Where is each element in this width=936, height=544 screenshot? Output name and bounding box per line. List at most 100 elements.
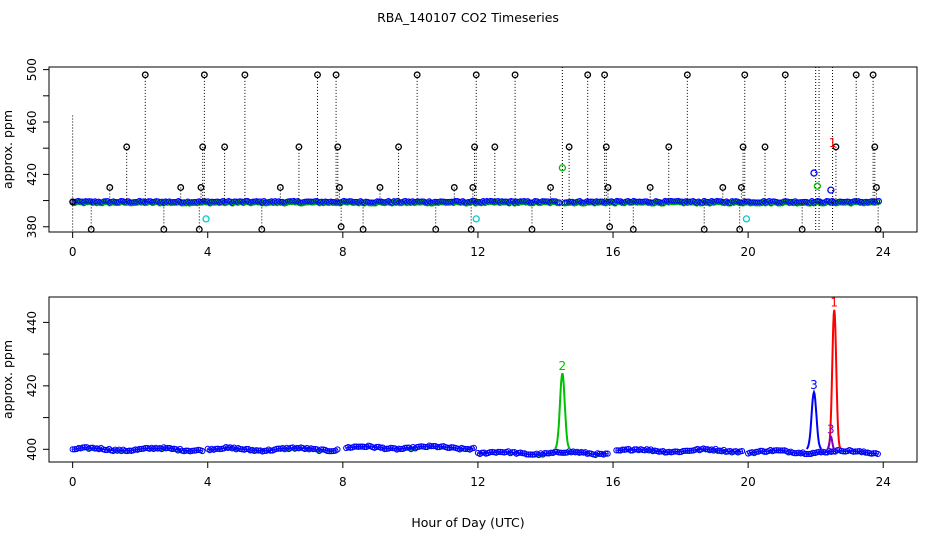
data-point <box>761 143 769 151</box>
baseline-point <box>383 445 390 452</box>
baseline-point <box>757 447 764 454</box>
peak-label: 1 <box>830 296 838 310</box>
baseline-point <box>486 449 494 456</box>
baseline-point <box>850 448 857 455</box>
data-point <box>160 225 168 233</box>
data-point <box>601 71 609 79</box>
baseline-point <box>761 448 768 455</box>
baseline-point <box>738 447 746 455</box>
baseline-point <box>627 447 634 454</box>
baseline-point <box>87 444 94 451</box>
peak-red: 1 <box>827 296 842 449</box>
baseline-segment <box>474 448 611 459</box>
data-point <box>471 143 479 151</box>
x-tick-label: 16 <box>605 245 620 259</box>
baseline-point <box>243 445 250 453</box>
baseline-point <box>81 444 88 451</box>
baseline-point <box>261 447 268 454</box>
baseline-point <box>801 450 808 458</box>
peak-line <box>805 388 823 450</box>
baseline-point <box>142 444 149 452</box>
baseline-point <box>497 448 504 456</box>
y-axis: 400 420 440 <box>25 311 49 461</box>
baseline-point <box>519 450 526 457</box>
baseline-point <box>779 447 786 454</box>
baseline-point <box>604 450 611 457</box>
baseline-point <box>212 445 219 452</box>
baseline-point-blue <box>875 197 882 205</box>
baseline-point <box>561 449 569 456</box>
data-point <box>873 184 880 191</box>
peak-green: 2 <box>554 359 571 450</box>
data-point <box>376 184 384 191</box>
series-blue <box>810 169 835 194</box>
data-point <box>827 186 835 194</box>
data-point <box>781 71 789 79</box>
data-point <box>511 71 519 79</box>
baseline-point <box>555 449 563 456</box>
baseline-point <box>596 450 603 458</box>
data-point <box>472 71 480 79</box>
baseline-point <box>547 449 554 456</box>
baseline-point <box>164 444 171 452</box>
baseline-point <box>470 444 477 452</box>
data-point <box>258 225 266 233</box>
data-point <box>810 169 818 177</box>
data-point <box>584 71 592 79</box>
x-axis-label: Hour of Day (UTC) <box>411 515 524 530</box>
baseline-point <box>489 448 496 456</box>
baseline-point <box>803 450 810 458</box>
data-point <box>177 184 185 191</box>
data-point <box>469 184 477 191</box>
series-baseline-points <box>69 197 882 207</box>
data-point <box>69 198 77 206</box>
x-tick-label: 12 <box>470 475 485 489</box>
baseline-point <box>397 445 405 453</box>
y-tick-label: 500 <box>25 58 39 81</box>
baseline-point <box>407 445 415 453</box>
baseline-point <box>79 444 86 451</box>
baseline-point <box>527 451 534 458</box>
baseline-point <box>773 447 780 454</box>
data-point <box>334 143 342 151</box>
baseline-point <box>702 446 709 453</box>
data-point <box>336 184 343 191</box>
x-tick-label: 0 <box>69 245 77 259</box>
x-tick-label: 24 <box>876 475 891 489</box>
baseline-segment <box>613 445 746 456</box>
x-axis: 0 4 8 12 16 20 24 <box>69 462 891 489</box>
peak-line <box>826 435 836 451</box>
series-black <box>69 71 882 233</box>
baseline-point <box>403 444 411 451</box>
baseline-point <box>619 446 626 453</box>
baseline-point <box>91 445 99 452</box>
baseline-point <box>318 446 325 453</box>
data-point <box>467 225 475 233</box>
baseline-point <box>428 443 435 450</box>
baseline-point <box>275 445 282 452</box>
x-tick-label: 0 <box>69 475 77 489</box>
baseline-point <box>631 446 638 453</box>
peak-blue: 3 <box>805 378 823 450</box>
baseline-point <box>434 444 441 451</box>
peak-label: 2 <box>559 359 567 373</box>
baseline-point <box>361 443 368 450</box>
baseline-point <box>672 448 679 455</box>
data-point <box>646 184 654 191</box>
baseline-point <box>267 447 274 454</box>
data-point <box>629 225 637 233</box>
y-axis-label: approx. ppm <box>0 110 15 189</box>
baseline-segment <box>204 444 341 455</box>
data-point <box>604 184 612 191</box>
data-point <box>359 225 367 233</box>
baseline-point <box>805 450 813 458</box>
baseline-point <box>216 445 223 453</box>
baseline-point <box>680 447 687 455</box>
data-point <box>337 223 345 231</box>
baseline-point <box>529 451 536 458</box>
data-point <box>665 143 673 151</box>
baseline-segment <box>745 446 881 458</box>
